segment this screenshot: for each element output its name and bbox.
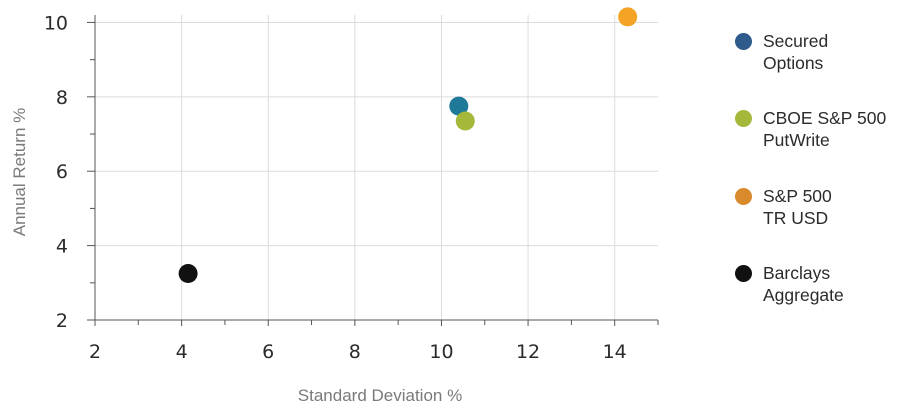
y-axis: 2 4 6 8 10 — [44, 12, 96, 332]
y-tick-label: 6 — [56, 161, 68, 183]
grid-lines — [94, 15, 658, 321]
data-point-4 — [178, 264, 198, 284]
legend-label: Barclays Aggregate — [763, 263, 844, 305]
legend-marker — [735, 188, 752, 205]
x-tick-label: 12 — [516, 341, 540, 363]
y-tick-label: 10 — [44, 12, 68, 34]
legend-label: Secured Options — [763, 31, 829, 73]
y-tick-label: 4 — [56, 236, 68, 258]
x-tick-label: 2 — [89, 341, 101, 363]
data-point-3 — [618, 7, 638, 27]
x-tick-label: 6 — [262, 341, 274, 363]
x-tick-label: 14 — [603, 341, 627, 363]
legend-item: Secured Options — [735, 30, 828, 74]
legend-marker — [735, 33, 752, 50]
x-tick-label: 4 — [176, 341, 188, 363]
legend-marker — [735, 265, 752, 282]
data-points — [178, 7, 638, 284]
legend-label: CBOE S&P 500 PutWrite — [763, 108, 887, 150]
legend-item: Barclays Aggregate — [735, 262, 844, 306]
legend-item: CBOE S&P 500 PutWrite — [735, 107, 886, 151]
y-tick-label: 2 — [56, 310, 68, 332]
x-axis-title: Standard Deviation % — [298, 386, 462, 405]
data-point-1 — [449, 96, 469, 116]
legend-item: S&P 500 TR USD — [735, 185, 832, 229]
y-axis-title: Annual Return % — [10, 108, 29, 237]
x-axis: 2 4 6 8 10 12 14 — [89, 319, 659, 363]
legend-marker — [735, 110, 752, 127]
y-tick-label: 8 — [56, 87, 68, 109]
legend-label: S&P 500 TR USD — [763, 186, 832, 228]
data-point-2 — [455, 111, 475, 131]
x-tick-label: 8 — [349, 341, 361, 363]
x-tick-label: 10 — [429, 341, 453, 363]
